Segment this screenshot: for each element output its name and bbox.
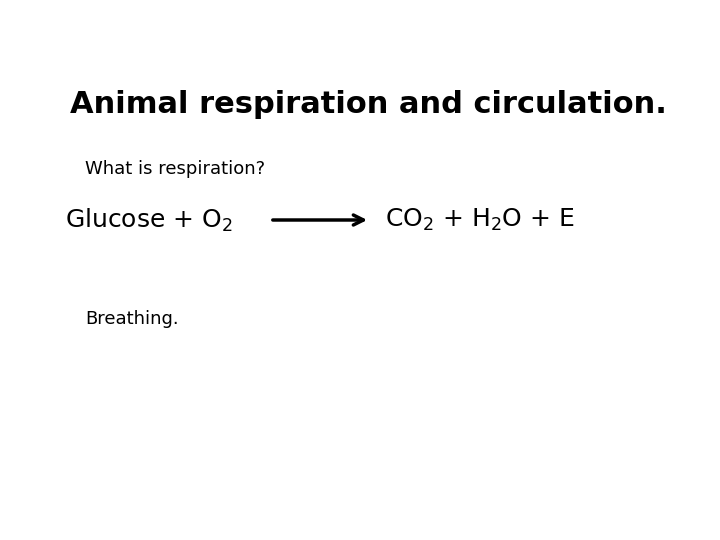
- Text: CO$_2$ + H$_2$O + E: CO$_2$ + H$_2$O + E: [385, 207, 575, 233]
- Text: Breathing.: Breathing.: [85, 310, 179, 328]
- Text: What is respiration?: What is respiration?: [85, 160, 265, 178]
- Text: Animal respiration and circulation.: Animal respiration and circulation.: [70, 90, 667, 119]
- Text: Glucose + O$_2$: Glucose + O$_2$: [65, 206, 233, 234]
